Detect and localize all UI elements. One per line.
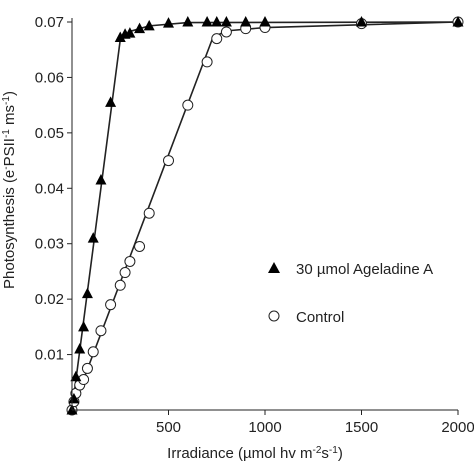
y-tick-label: 0.02 [35,291,64,308]
control-point [211,33,223,45]
control-point [201,56,213,68]
ageladine-point [78,320,90,332]
x-axis-title: Irradiance (µmol hv m-2s-1) [167,445,343,462]
axes [71,18,458,411]
ageladine-point [143,19,155,31]
ageladine-point [220,16,232,27]
control-point [143,207,155,219]
control-point [105,299,117,311]
control-point [119,267,131,279]
ageladine-point [163,17,174,28]
ageladine-point [259,16,271,27]
legend-label-control: Control [296,309,344,326]
y-tick-label: 0.04 [35,180,64,197]
control-point [124,255,136,267]
control-point [134,240,146,252]
fit-line [71,21,459,411]
ageladine-point [68,392,80,404]
y-tick-label: 0.07 [35,14,64,31]
legend-marker-circle [268,310,280,322]
control-point [114,279,126,291]
x-tick-label: 2000 [441,419,474,436]
ageladine-point [201,16,213,27]
ageladine-point [74,343,86,354]
control-point [87,346,99,358]
x-tick-label: 1000 [248,419,281,436]
fit-line [71,21,459,411]
ageladine-point [70,370,82,382]
ageladine-point [356,16,367,27]
x-ticks: 500 1000 1500 2000 [156,410,474,436]
x-tick-label: 1500 [345,419,378,436]
ageladine-point [452,16,464,27]
data-markers [66,16,464,416]
x-tick-label: 500 [156,419,181,436]
control-point [220,26,232,38]
legend-label-ageladine: 30 µmol Ageladine A [296,261,433,278]
control-point [182,99,194,111]
ageladine-point [124,27,136,38]
ageladine-point [182,16,194,27]
y-tick-label: 0.05 [35,125,64,142]
y-tick-label: 0.06 [35,69,64,86]
y-axis-title: Photosynthesis (e-PSII-1 ms-1) [1,91,18,289]
legend-marker-triangle [268,262,280,273]
ageladine-point [211,16,223,27]
legend: 30 µmol Ageladine A Control [268,261,433,326]
ageladine-point [87,232,99,243]
control-point [163,155,174,167]
y-tick-label: 0.01 [35,347,64,364]
ageladine-point [240,16,252,27]
ageladine-point [134,22,146,34]
ageladine-point [114,31,126,43]
ageladine-point [105,96,117,107]
fit-lines [71,21,459,411]
ageladine-point [81,287,93,299]
control-point [81,362,93,374]
ageladine-point [95,173,107,185]
y-tick-label: 0.03 [35,236,64,253]
control-point [95,325,107,337]
y-ticks: 0.01 0.02 0.03 0.04 0.05 0.06 0.07 [35,14,72,364]
